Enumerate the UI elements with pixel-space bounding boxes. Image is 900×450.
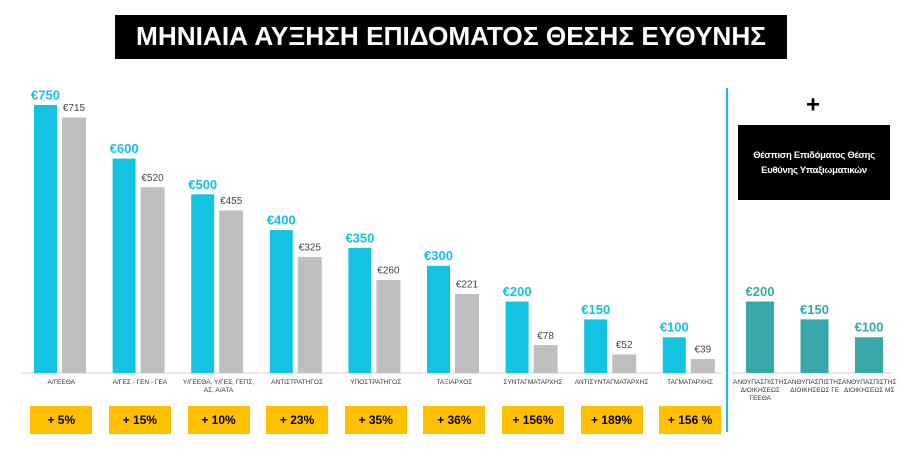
value-label: €150 [581, 302, 610, 317]
value-label: €600 [110, 141, 139, 156]
bar [662, 337, 686, 373]
increase-badge: + 36% [423, 406, 486, 434]
increase-badge: + 35% [344, 406, 407, 434]
value-label: €150 [800, 302, 829, 317]
increase-badge: + 23% [266, 406, 329, 434]
bar [746, 301, 774, 373]
value-label: €715 [63, 103, 86, 114]
increase-badge: + 15% [108, 406, 171, 434]
value-label: €221 [456, 280, 479, 291]
value-label: €39 [694, 345, 711, 356]
x-tick-label: ΥΠΟΣΤΡΑΤΗΓΟΣ [350, 379, 402, 386]
bar [219, 210, 244, 373]
plus-sign: + [806, 91, 820, 118]
value-label: €455 [220, 196, 243, 207]
bar [690, 359, 715, 373]
value-label: €200 [746, 284, 775, 299]
x-tick-label: Υ/ΓΕΕΘΑ, Υ/ΓΕΣ, ΓΕΠΣ, ΑΣ, Α/ΑΤΑ [182, 379, 255, 394]
increase-badge: + 156% [501, 406, 564, 434]
bar [376, 280, 401, 373]
x-tick-label: ΑΝΘΥΠΑΣΠΙΣΤΗΣ ΔΙΟΙΚΗΣΕΩΣ ΓΕ [787, 379, 842, 394]
bar [427, 265, 450, 373]
x-tick-label: ΑΝΤΙΣΤΡΑΤΗΓΟΣ [271, 379, 323, 386]
value-label: €350 [345, 230, 374, 245]
x-tick-label: ΑΝΘΥΠΑΣΠΙΣΤΗΣ ΔΙΟΙΚΗΣΕΩΣ ΜΣ [842, 379, 897, 394]
value-label: €300 [424, 248, 453, 263]
bar [612, 354, 637, 373]
bar [533, 345, 558, 373]
chart-title: ΜΗΝΙΑΙΑ ΑΥΞΗΣΗ ΕΠΙΔΟΜΑΤΟΣ ΘΕΣΗΣ ΕΥΘΥΝΗΣ [136, 21, 766, 51]
value-label: €52 [616, 340, 633, 351]
title-box [115, 15, 787, 59]
x-tick-label: ΣΥΝΤΑΓΜΑΤΑΡΧΗΣ [503, 379, 563, 386]
bar [62, 117, 86, 373]
bar [348, 247, 372, 373]
value-label: €520 [141, 173, 164, 184]
value-label: €500 [188, 177, 217, 192]
value-label: €100 [855, 320, 884, 335]
bar [584, 319, 608, 373]
x-tick-label: ΤΑΞΙΑΡΧΟΣ [436, 379, 473, 386]
bar [112, 158, 136, 373]
note-box: Θέσπιση Επιδόματος Θέσης Ευθύνης Υπαξιωμ… [738, 125, 890, 200]
bar [191, 194, 215, 373]
x-tick-label: ΤΑΓΜΑΤΑΡΧΗΣ [667, 379, 714, 386]
value-label: €100 [660, 320, 689, 335]
increase-badge: + 5% [30, 406, 93, 434]
increase-badge: + 156 % [659, 406, 722, 434]
bar [455, 294, 479, 373]
x-tick-label: ΑΝΘΥΠΑΣΠΙΣΤΗΣ ΔΙΟΙΚΗΣΕΩΣ ΓΕΕΘΑ [733, 379, 788, 402]
x-tick-label: ΑΝΤΙΣΥΝΤΑΓΜΑΤΑΡΧΗΣ [574, 379, 649, 386]
bar [800, 319, 829, 373]
value-label: €400 [267, 213, 296, 228]
bar [855, 337, 883, 373]
value-label: €260 [377, 266, 400, 277]
value-label: €200 [503, 284, 532, 299]
bar [34, 105, 57, 373]
bar [505, 301, 529, 373]
bar [269, 230, 293, 373]
increase-badge: + 189% [580, 406, 643, 434]
x-tick-label: Α/ΓΕΣ - ΓΕΝ - ΓΕΑ [112, 379, 168, 386]
value-label: €325 [299, 243, 322, 254]
increase-badge: + 10% [187, 406, 250, 434]
value-label: €750 [31, 87, 60, 102]
bar [140, 187, 165, 373]
value-label: €78 [537, 331, 554, 342]
bar [297, 256, 322, 373]
x-tick-label: Α/ΓΕΕΘΑ [47, 379, 76, 386]
